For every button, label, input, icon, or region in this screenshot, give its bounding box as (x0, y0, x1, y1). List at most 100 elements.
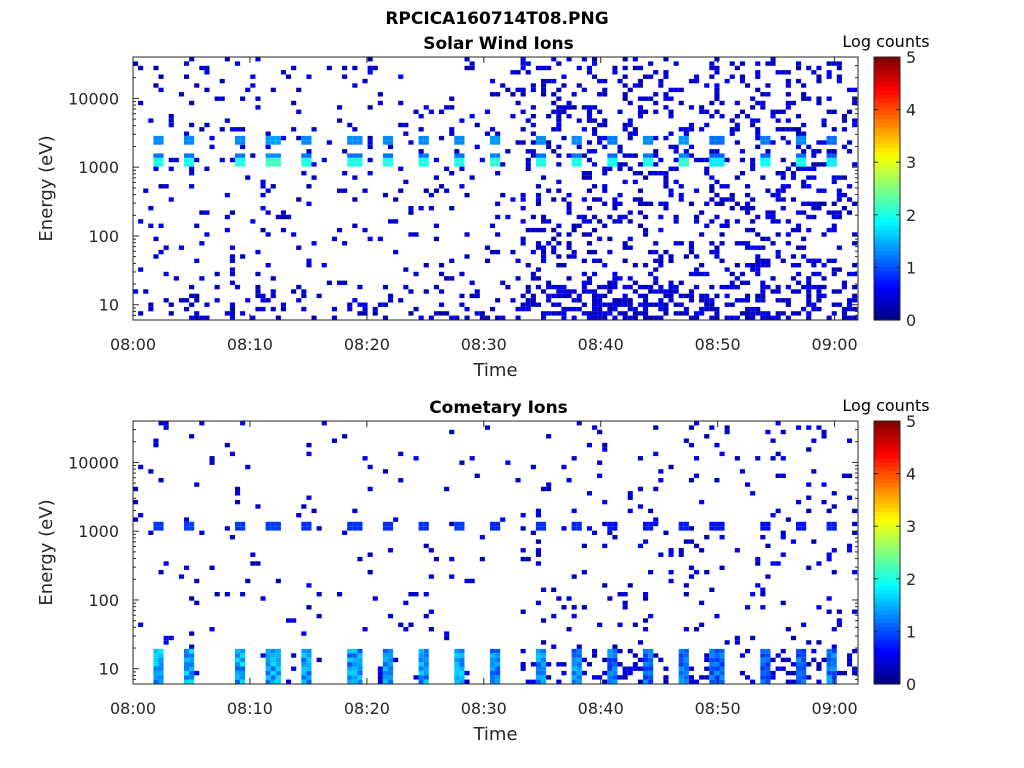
heatmap-cell (663, 57, 669, 62)
heatmap-cell (831, 302, 837, 307)
heatmap-cell (255, 284, 261, 290)
heatmap-cell (643, 293, 649, 299)
heatmap-cell (173, 276, 179, 281)
heatmap-cell (255, 561, 261, 566)
x-tick-label: 09:00 (812, 699, 858, 718)
heatmap-cell (255, 289, 261, 294)
heatmap-cell (678, 197, 684, 202)
heatmap-cell (760, 648, 766, 654)
heatmap-cell (199, 241, 205, 246)
heatmap-cell (388, 293, 394, 299)
heatmap-cell (760, 175, 766, 180)
colorbar-step (874, 229, 900, 235)
heatmap-cell (541, 679, 547, 684)
heatmap-cell (306, 258, 312, 263)
heatmap-cell (612, 666, 618, 671)
heatmap-cell (745, 293, 751, 299)
heatmap-cell (163, 271, 169, 277)
heatmap-cell (592, 105, 598, 110)
heatmap-cell (464, 254, 470, 259)
heatmap-cell (852, 284, 858, 290)
heatmap-cell (796, 648, 802, 654)
heatmap-cell (561, 293, 567, 299)
heatmap-cell (138, 100, 144, 106)
heatmap-cell (490, 140, 496, 145)
heatmap-cell (658, 552, 664, 557)
heatmap-cell (632, 171, 638, 176)
heatmap-cell (775, 118, 781, 123)
heatmap-cell (826, 653, 832, 658)
heatmap-cell (704, 171, 710, 176)
heatmap-cell (668, 548, 674, 553)
heatmap-cell (724, 184, 730, 189)
heatmap-cell (586, 289, 592, 294)
heatmap-cell (653, 92, 659, 97)
heatmap-cell (556, 293, 562, 299)
heatmap-cell (780, 530, 786, 535)
heatmap-cell (576, 65, 582, 71)
heatmap-cell (439, 184, 445, 189)
heatmap-cell (592, 162, 598, 167)
heatmap-cell (622, 605, 628, 610)
heatmap-cell (301, 526, 307, 531)
heatmap-cell (459, 675, 465, 680)
heatmap-cell (377, 679, 383, 684)
colorbar-step (874, 679, 900, 685)
heatmap-cell (760, 592, 766, 597)
heatmap-cell (709, 149, 715, 154)
heatmap-cell (694, 214, 700, 220)
heatmap-cell (576, 648, 582, 654)
heatmap-cell (734, 635, 740, 641)
heatmap-cell (449, 105, 455, 110)
heatmap-cell (831, 223, 837, 228)
y-axis-label: Energy (eV) (36, 499, 57, 605)
heatmap-cell (826, 596, 832, 601)
heatmap-cell (439, 311, 445, 316)
colorbar-step (874, 266, 900, 272)
heatmap-cell (229, 306, 235, 312)
heatmap-cell (796, 166, 802, 171)
heatmap-cell (433, 236, 439, 242)
heatmap-cell (847, 149, 853, 154)
heatmap-cell (750, 315, 756, 320)
heatmap-cell (388, 144, 394, 150)
heatmap-cell (541, 618, 547, 623)
heatmap-cell (678, 157, 684, 163)
heatmap-cell (643, 74, 649, 79)
colorbar-title: Log counts (842, 32, 929, 51)
heatmap-cell (709, 675, 715, 680)
heatmap-cell (852, 648, 858, 654)
heatmap-cell (260, 227, 266, 233)
heatmap-cell (500, 162, 506, 167)
heatmap-cell (622, 92, 628, 97)
colorbar-step (874, 204, 900, 210)
heatmap-cell (597, 311, 603, 316)
heatmap-cell (260, 298, 266, 303)
heatmap-cell (535, 657, 541, 663)
heatmap-cell (184, 135, 190, 141)
heatmap-cell (551, 197, 557, 202)
heatmap-cell (265, 670, 271, 676)
heatmap-cell (357, 653, 363, 658)
heatmap-cell (745, 605, 751, 610)
heatmap-cell (688, 289, 694, 294)
heatmap-cell (607, 662, 613, 667)
heatmap-cell (337, 188, 343, 193)
heatmap-cell (398, 166, 404, 171)
heatmap-cell (444, 105, 450, 110)
heatmap-cell (816, 74, 822, 79)
heatmap-cell (780, 175, 786, 180)
heatmap-cell (836, 188, 842, 193)
heatmap-cell (770, 140, 776, 145)
heatmap-cell (301, 171, 307, 176)
heatmap-cell (785, 232, 791, 237)
heatmap-cell (617, 302, 623, 307)
heatmap-cell (586, 70, 592, 75)
heatmap-cell (806, 166, 812, 171)
heatmap-cell (209, 565, 215, 570)
heatmap-cell (586, 232, 592, 237)
heatmap-cell (770, 61, 776, 66)
heatmap-cell (750, 267, 756, 272)
heatmap-cell (602, 583, 608, 588)
heatmap-cell (184, 162, 190, 167)
